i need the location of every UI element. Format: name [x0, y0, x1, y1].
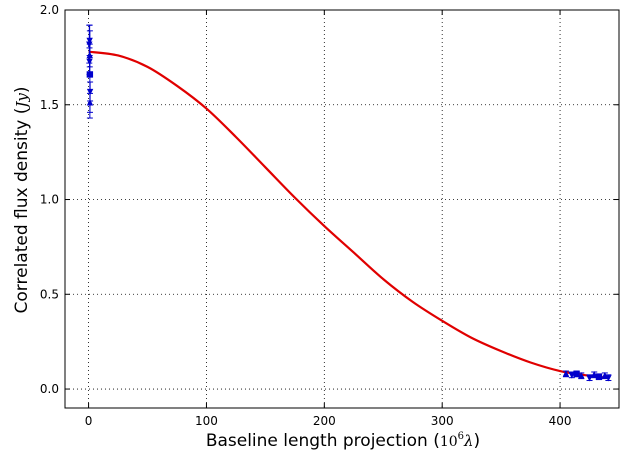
- point-marker-triangle-down: [605, 375, 612, 382]
- point-marker-square: [86, 71, 94, 78]
- x-axis-label-close: ): [474, 431, 481, 451]
- grid-lines: [65, 9, 619, 408]
- data-point: [562, 370, 570, 378]
- y-tick-label: 1.5: [40, 98, 59, 112]
- y-tick-label: 2.0: [40, 3, 59, 17]
- x-axis-label-text: Baseline length projection (: [206, 431, 440, 451]
- data-point: [605, 374, 612, 382]
- axis-ticks: 0 100 200 300 400 0.0 0.5 1.0 1.5 2.0: [40, 3, 619, 428]
- plot-frame: [64, 9, 620, 409]
- fit-curve: [88, 50, 608, 379]
- y-tick-label: 0.0: [40, 382, 59, 396]
- x-axis-label-sup: 6: [458, 431, 464, 442]
- y-axis-label-text: Correlated flux density (: [12, 108, 32, 314]
- y-tick-label: 1.0: [40, 193, 59, 207]
- point-marker-triangle-down: [86, 88, 94, 96]
- y-axis-label-math: Jy: [13, 93, 31, 111]
- x-axis-label: Baseline length projection (106λ): [206, 431, 480, 451]
- x-axis-label-math: 10: [440, 434, 458, 450]
- point-marker-square: [595, 373, 603, 380]
- fit-curve-layer: [88, 50, 608, 379]
- y-tick-label: 0.5: [40, 287, 59, 301]
- data-point: [595, 373, 603, 381]
- x-tick-label: 200: [313, 414, 336, 428]
- point-marker-triangle-up: [578, 371, 585, 379]
- y-axis-label: Correlated flux density (Jy): [12, 87, 32, 314]
- data-points-layer: [86, 24, 612, 382]
- data-point: [86, 92, 94, 113]
- x-tick-label: 0: [85, 414, 93, 428]
- data-point: [573, 370, 580, 378]
- data-point: [578, 371, 585, 380]
- x-axis-label-lambda: λ: [463, 432, 474, 450]
- point-marker-square: [573, 370, 580, 378]
- data-point: [586, 374, 593, 382]
- y-axis-label-close: ): [12, 87, 32, 94]
- x-tick-label: 100: [195, 414, 218, 428]
- x-tick-label: 300: [431, 414, 454, 428]
- point-marker-triangle-up: [86, 99, 94, 106]
- point-marker-triangle-up: [562, 370, 570, 377]
- point-marker-triangle-down: [586, 375, 593, 382]
- x-tick-label: 400: [549, 414, 572, 428]
